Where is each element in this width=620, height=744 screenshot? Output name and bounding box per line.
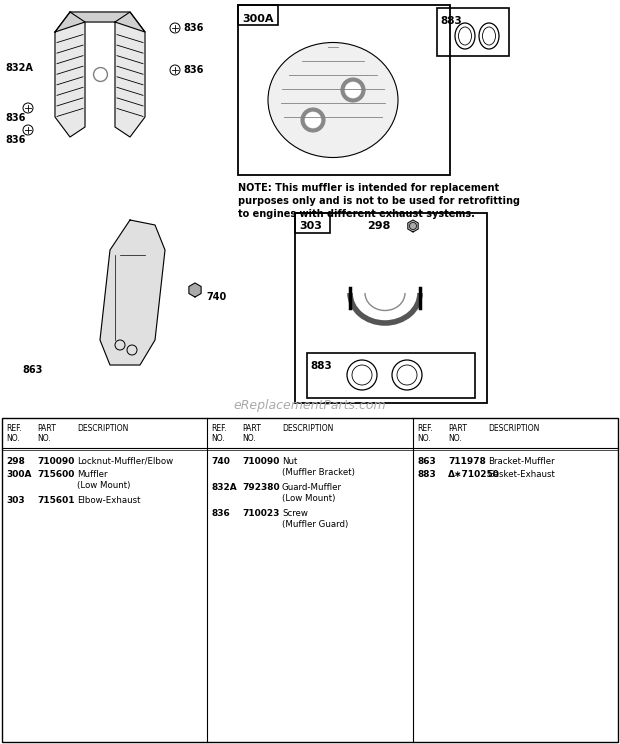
Text: NO.: NO.	[6, 434, 20, 443]
Text: 836: 836	[183, 65, 203, 75]
Text: 715601: 715601	[37, 496, 74, 505]
Text: 711978: 711978	[448, 457, 486, 466]
Bar	[307, 353, 475, 398]
Bar	[2, 418, 618, 742]
Text: eReplacementParts.com: eReplacementParts.com	[234, 400, 386, 412]
Text: Screw: Screw	[282, 509, 308, 518]
Bar	[437, 8, 509, 56]
Polygon shape	[55, 12, 145, 32]
Text: PART: PART	[448, 424, 467, 433]
Text: 298: 298	[6, 457, 25, 466]
Polygon shape	[408, 220, 419, 232]
Text: 832A: 832A	[211, 483, 237, 492]
Circle shape	[345, 82, 361, 98]
Bar	[295, 213, 330, 233]
Text: DESCRIPTION: DESCRIPTION	[77, 424, 128, 433]
Text: Guard-Muffler: Guard-Muffler	[282, 483, 342, 492]
Text: 303: 303	[299, 221, 322, 231]
Text: NO.: NO.	[417, 434, 431, 443]
Text: 836: 836	[211, 509, 230, 518]
Text: 303: 303	[6, 496, 25, 505]
Text: (Low Mount): (Low Mount)	[282, 494, 335, 503]
Text: DESCRIPTION: DESCRIPTION	[282, 424, 334, 433]
Text: REF.: REF.	[211, 424, 227, 433]
Circle shape	[305, 112, 321, 128]
Text: 863: 863	[417, 457, 436, 466]
Ellipse shape	[268, 42, 398, 158]
Polygon shape	[189, 283, 201, 297]
Text: Elbow-Exhaust: Elbow-Exhaust	[77, 496, 141, 505]
Text: 836: 836	[183, 23, 203, 33]
Text: Nut: Nut	[282, 457, 298, 466]
Text: 710023: 710023	[242, 509, 280, 518]
Text: Locknut-Muffler/Elbow: Locknut-Muffler/Elbow	[77, 457, 173, 466]
Circle shape	[341, 78, 365, 102]
Text: 740: 740	[211, 457, 230, 466]
Text: (Low Mount): (Low Mount)	[77, 481, 130, 490]
Text: Δ∗710250: Δ∗710250	[448, 470, 500, 479]
Text: 710090: 710090	[37, 457, 74, 466]
Polygon shape	[55, 12, 85, 137]
Text: REF.: REF.	[6, 424, 22, 433]
Text: 710090: 710090	[242, 457, 280, 466]
Text: 832A: 832A	[5, 63, 33, 73]
Text: (Muffler Bracket): (Muffler Bracket)	[282, 468, 355, 477]
Text: 883: 883	[440, 16, 462, 26]
Bar	[238, 5, 278, 25]
Text: NO.: NO.	[37, 434, 51, 443]
Bar	[238, 5, 450, 175]
Text: 792380: 792380	[242, 483, 280, 492]
Text: PART: PART	[37, 424, 56, 433]
Text: NO.: NO.	[211, 434, 224, 443]
Text: PART: PART	[242, 424, 261, 433]
Text: 298: 298	[367, 221, 391, 231]
Text: 300A: 300A	[242, 14, 273, 24]
Text: NO.: NO.	[448, 434, 462, 443]
Text: 836: 836	[5, 113, 25, 123]
Text: DESCRIPTION: DESCRIPTION	[488, 424, 539, 433]
Bar	[295, 213, 487, 403]
Text: NO.: NO.	[242, 434, 255, 443]
Polygon shape	[115, 12, 145, 137]
Polygon shape	[100, 220, 165, 365]
Text: 300A: 300A	[6, 470, 32, 479]
Text: 863: 863	[22, 365, 42, 375]
Text: (Muffler Guard): (Muffler Guard)	[282, 520, 348, 529]
Text: NOTE: This muffler is intended for replacement
purposes only and is not to be us: NOTE: This muffler is intended for repla…	[238, 183, 520, 219]
Circle shape	[301, 108, 325, 132]
Text: Bracket-Muffler: Bracket-Muffler	[488, 457, 555, 466]
Text: 883: 883	[310, 361, 332, 371]
Text: 740: 740	[206, 292, 226, 302]
Text: 715600: 715600	[37, 470, 74, 479]
Text: REF.: REF.	[417, 424, 433, 433]
Text: 836: 836	[5, 135, 25, 145]
Text: Gasket-Exhaust: Gasket-Exhaust	[488, 470, 556, 479]
Text: 883: 883	[417, 470, 436, 479]
Text: Muffler: Muffler	[77, 470, 107, 479]
